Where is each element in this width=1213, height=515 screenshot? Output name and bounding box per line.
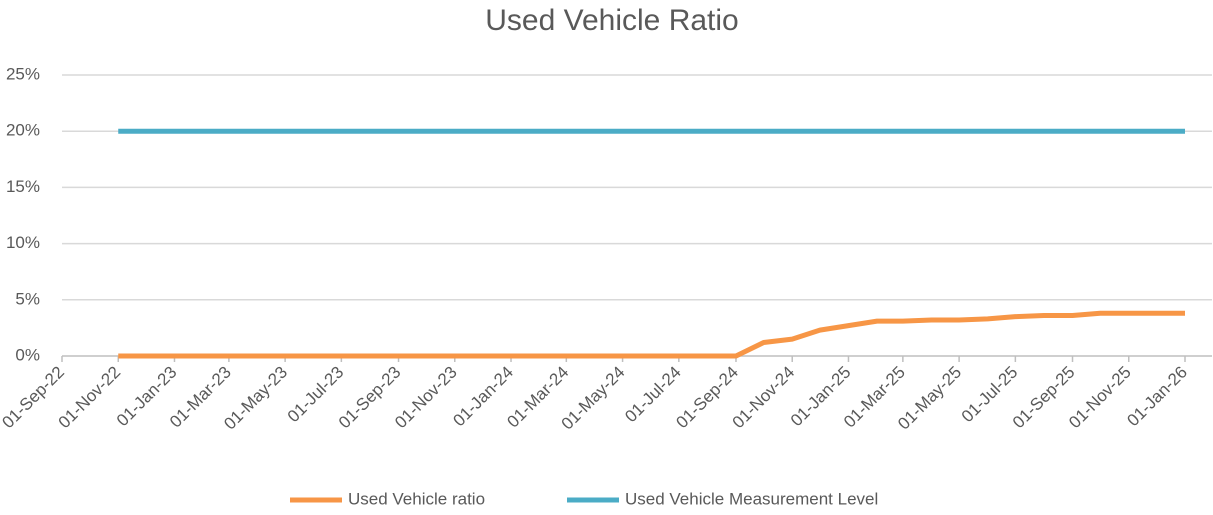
y-tick-label: 20% bbox=[6, 121, 40, 140]
x-tick-label: 01-Nov-23 bbox=[391, 363, 461, 433]
x-tick-label: 01-Jan-26 bbox=[1123, 363, 1191, 431]
y-tick-label: 25% bbox=[6, 64, 40, 83]
series-line bbox=[118, 310, 1185, 359]
x-tick-label: 01-Nov-22 bbox=[55, 363, 125, 433]
y-tick-label: 5% bbox=[15, 289, 40, 308]
x-tick-label: 01-Nov-25 bbox=[1065, 363, 1135, 433]
legend-label: Used Vehicle Measurement Level bbox=[625, 489, 878, 508]
chart-title: Used Vehicle Ratio bbox=[485, 4, 738, 37]
y-tick-label: 10% bbox=[6, 233, 40, 252]
legend-label: Used Vehicle ratio bbox=[348, 489, 485, 508]
y-tick-label: 15% bbox=[6, 177, 40, 196]
x-tick-label: 01-Nov-24 bbox=[729, 363, 799, 433]
y-tick-label: 0% bbox=[15, 345, 40, 364]
